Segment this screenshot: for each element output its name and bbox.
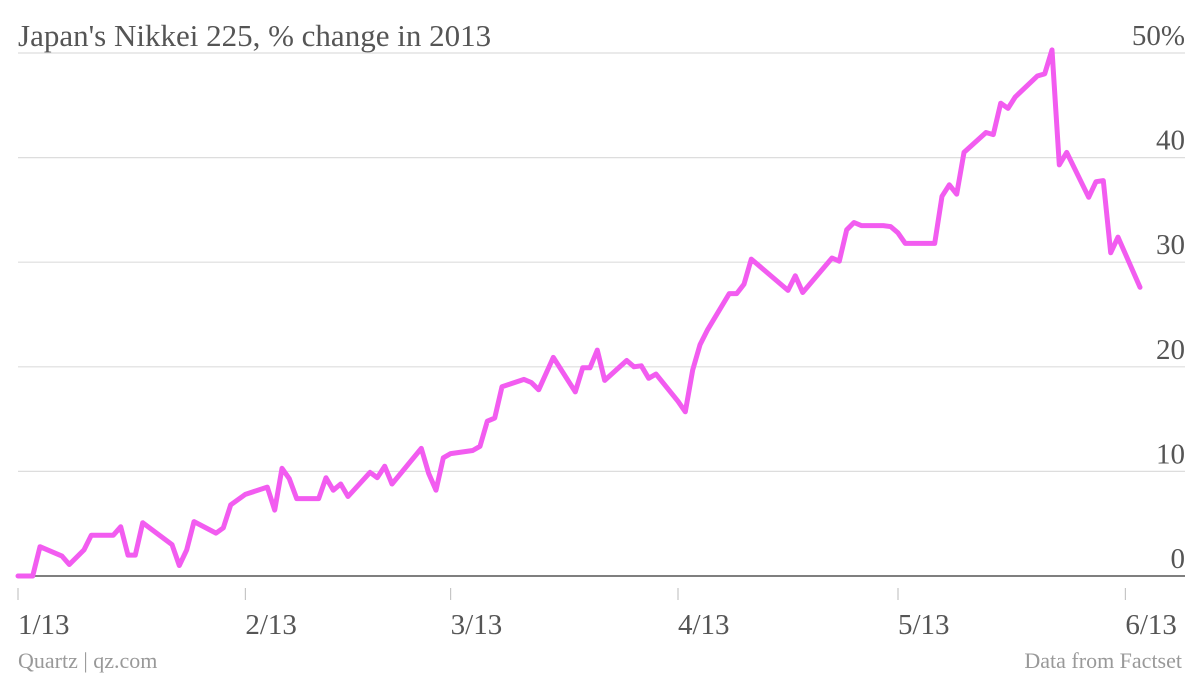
x-tick-label: 3/13	[451, 609, 503, 641]
x-tick-label: 5/13	[898, 609, 950, 641]
y-tick-label: 10	[1156, 438, 1185, 470]
x-tick-label: 2/13	[245, 609, 297, 641]
y-tick-label: 20	[1156, 334, 1185, 366]
x-tick-label: 6/13	[1125, 609, 1177, 641]
y-tick-label: 50%	[1132, 20, 1185, 52]
x-tick-label: 4/13	[678, 609, 730, 641]
credit: Quartz | qz.com	[18, 648, 157, 673]
source: Data from Factset	[1024, 648, 1182, 673]
y-tick-label: 0	[1171, 543, 1186, 575]
y-tick-label: 40	[1156, 125, 1185, 157]
y-tick-label: 30	[1156, 229, 1185, 261]
chart-title: Japan's Nikkei 225, % change in 2013	[18, 18, 491, 53]
series-line	[15, 47, 1143, 579]
x-tick-label: 1/13	[18, 609, 70, 641]
